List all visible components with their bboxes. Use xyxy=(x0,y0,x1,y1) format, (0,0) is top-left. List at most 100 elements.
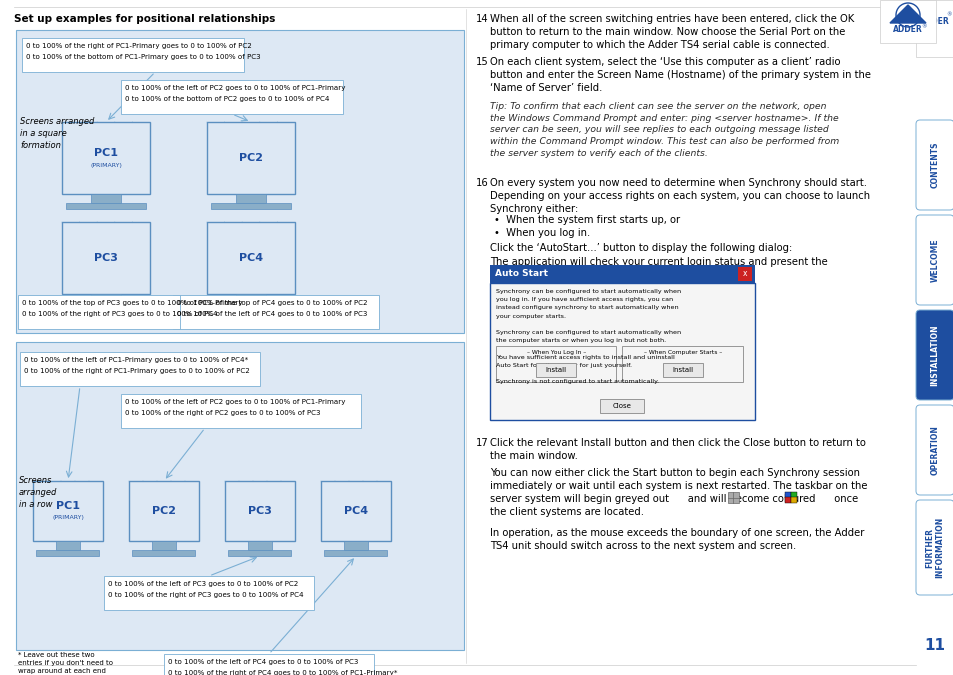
Text: •  When the system first starts up, or: • When the system first starts up, or xyxy=(494,215,679,225)
Bar xyxy=(915,0,953,57)
Text: Screens arranged
in a square
formation: Screens arranged in a square formation xyxy=(20,117,94,151)
Bar xyxy=(225,481,294,541)
Text: 0 to 100% of the right of PC3 goes to 0 to 100% of PC4: 0 to 100% of the right of PC3 goes to 0 … xyxy=(22,311,217,317)
Bar xyxy=(22,38,244,72)
Bar xyxy=(784,497,790,503)
Text: 0 to 100% of the right of PC2 goes to 0 to 100% of PC3: 0 to 100% of the right of PC2 goes to 0 … xyxy=(125,410,320,416)
Text: 16: 16 xyxy=(476,178,488,188)
Bar xyxy=(18,295,180,329)
Text: PC1: PC1 xyxy=(56,501,80,511)
Bar xyxy=(129,481,199,541)
Bar xyxy=(790,492,796,498)
Text: – When Computer Starts –: – When Computer Starts – xyxy=(643,350,721,355)
Bar xyxy=(490,283,754,420)
Text: 11: 11 xyxy=(923,638,944,653)
Text: ADDER: ADDER xyxy=(919,16,949,26)
Text: Install: Install xyxy=(545,367,566,373)
Bar xyxy=(121,80,343,114)
Text: Auto Start: Auto Start xyxy=(495,269,547,278)
Text: x: x xyxy=(742,269,746,279)
Bar xyxy=(662,363,702,377)
Bar xyxy=(67,203,146,209)
Polygon shape xyxy=(889,5,925,23)
Text: Synchrony can be configured to start automatically when: Synchrony can be configured to start aut… xyxy=(496,289,680,294)
Bar xyxy=(67,303,146,309)
Bar xyxy=(152,541,176,550)
Text: Synchrony is not configured to start automatically.: Synchrony is not configured to start aut… xyxy=(496,379,659,384)
Bar xyxy=(496,346,616,382)
Text: 0 to 100% of the bottom of PC2 goes to 0 to 100% of PC4: 0 to 100% of the bottom of PC2 goes to 0… xyxy=(125,96,329,102)
Bar xyxy=(212,203,291,209)
Bar xyxy=(248,541,272,550)
Bar xyxy=(212,303,291,309)
Bar xyxy=(879,0,935,43)
Text: In operation, as the mouse exceeds the boundary of one screen, the Adder
TS4 uni: In operation, as the mouse exceeds the b… xyxy=(490,528,863,551)
Text: 0 to 100% of the left of PC2 goes to 0 to 100% of PC1-Primary: 0 to 100% of the left of PC2 goes to 0 t… xyxy=(125,399,345,405)
Text: ®: ® xyxy=(945,13,951,18)
Text: 0 to 100% of the right of PC3 goes to 0 to 100% of PC4: 0 to 100% of the right of PC3 goes to 0 … xyxy=(108,592,303,598)
Bar xyxy=(490,265,754,283)
Text: 0 to 100% of the right of PC4 goes to 0 to 100% of PC1-Primary*: 0 to 100% of the right of PC4 goes to 0 … xyxy=(168,670,397,675)
Text: Install: Install xyxy=(672,367,693,373)
Text: 0 to 100% of the left of PC4 goes to 0 to 100% of PC3: 0 to 100% of the left of PC4 goes to 0 t… xyxy=(168,659,358,665)
Bar xyxy=(738,267,751,281)
Bar xyxy=(91,294,121,303)
Text: When all of the screen switching entries have been entered, click the OK
button : When all of the screen switching entries… xyxy=(490,14,853,50)
Text: WELCOME: WELCOME xyxy=(929,238,939,282)
Bar xyxy=(320,481,391,541)
Text: (PRIMARY): (PRIMARY) xyxy=(52,516,84,520)
Text: You can now either click the Start button to begin each Synchrony session
immedi: You can now either click the Start butto… xyxy=(490,468,866,517)
Text: Tip: To confirm that each client can see the server on the network, open
the Win: Tip: To confirm that each client can see… xyxy=(490,102,839,158)
Text: 15: 15 xyxy=(476,57,488,67)
Text: PC4: PC4 xyxy=(238,253,263,263)
Bar xyxy=(784,492,790,498)
Text: PC2: PC2 xyxy=(239,153,263,163)
Text: (PRIMARY): (PRIMARY) xyxy=(90,163,122,167)
Bar xyxy=(172,295,378,329)
Text: 0 to 100% of the top of PC3 goes to 0 to 100% of PC1-Primary: 0 to 100% of the top of PC3 goes to 0 to… xyxy=(22,300,242,306)
FancyBboxPatch shape xyxy=(915,405,953,495)
Text: 0 to 100% of the bottom of PC1-Primary goes to 0 to 100% of PC3: 0 to 100% of the bottom of PC1-Primary g… xyxy=(26,54,260,60)
Bar xyxy=(164,654,374,675)
Text: OPERATION: OPERATION xyxy=(929,425,939,475)
Text: Set up examples for positional relationships: Set up examples for positional relations… xyxy=(14,14,275,24)
Bar xyxy=(235,194,266,203)
Text: – When You Log In –: – When You Log In – xyxy=(526,350,585,355)
Text: INSTALLATION: INSTALLATION xyxy=(929,324,939,386)
Text: the computer starts or when you log in but not both.: the computer starts or when you log in b… xyxy=(496,338,665,343)
Text: you log in. If you have sufficient access rights, you can: you log in. If you have sufficient acces… xyxy=(496,297,673,302)
Text: •  When you log in.: • When you log in. xyxy=(494,228,590,238)
Bar xyxy=(207,122,294,194)
Text: PC3: PC3 xyxy=(94,253,118,263)
Text: Close: Close xyxy=(613,403,631,409)
FancyBboxPatch shape xyxy=(915,500,953,595)
Bar xyxy=(599,399,644,413)
Text: PC2: PC2 xyxy=(152,506,175,516)
Bar xyxy=(16,342,463,650)
Text: FURTHER
INFORMATION: FURTHER INFORMATION xyxy=(924,517,943,578)
Bar xyxy=(20,352,260,386)
Bar xyxy=(343,541,368,550)
Bar xyxy=(324,550,387,556)
FancyBboxPatch shape xyxy=(915,310,953,400)
Bar xyxy=(62,222,150,294)
Text: Click the relevant Install button and then click the Close button to return to
t: Click the relevant Install button and th… xyxy=(490,438,865,461)
Bar xyxy=(33,481,103,541)
Bar xyxy=(104,576,314,610)
Bar xyxy=(121,394,360,428)
Text: On each client system, select the ‘Use this computer as a client’ radio
button a: On each client system, select the ‘Use t… xyxy=(490,57,870,93)
Text: Auto Start for all users or for just yourself.: Auto Start for all users or for just you… xyxy=(496,362,631,368)
Text: ADDER: ADDER xyxy=(892,25,922,34)
Text: 0 to 100% of the left of PC3 goes to 0 to 100% of PC2: 0 to 100% of the left of PC3 goes to 0 t… xyxy=(108,581,298,587)
Text: PC3: PC3 xyxy=(248,506,272,516)
Text: You have sufficient access rights to install and uninstall: You have sufficient access rights to ins… xyxy=(496,354,674,360)
Text: 17: 17 xyxy=(476,438,488,448)
Bar xyxy=(229,550,292,556)
Bar xyxy=(790,497,796,503)
Bar xyxy=(16,30,463,333)
Text: 0 to 100% of the right of PC1-Primary goes to 0 to 100% of PC2: 0 to 100% of the right of PC1-Primary go… xyxy=(24,368,250,374)
Text: Click the ‘AutoStart...’ button to display the following dialog:: Click the ‘AutoStart...’ button to displ… xyxy=(490,243,791,253)
Text: 0 to 100% of the left of PC4 goes to 0 to 100% of PC3: 0 to 100% of the left of PC4 goes to 0 t… xyxy=(177,311,367,317)
Text: 14: 14 xyxy=(476,14,488,24)
Text: 0 to 100% of the top of PC4 goes to 0 to 100% of PC2: 0 to 100% of the top of PC4 goes to 0 to… xyxy=(177,300,367,306)
